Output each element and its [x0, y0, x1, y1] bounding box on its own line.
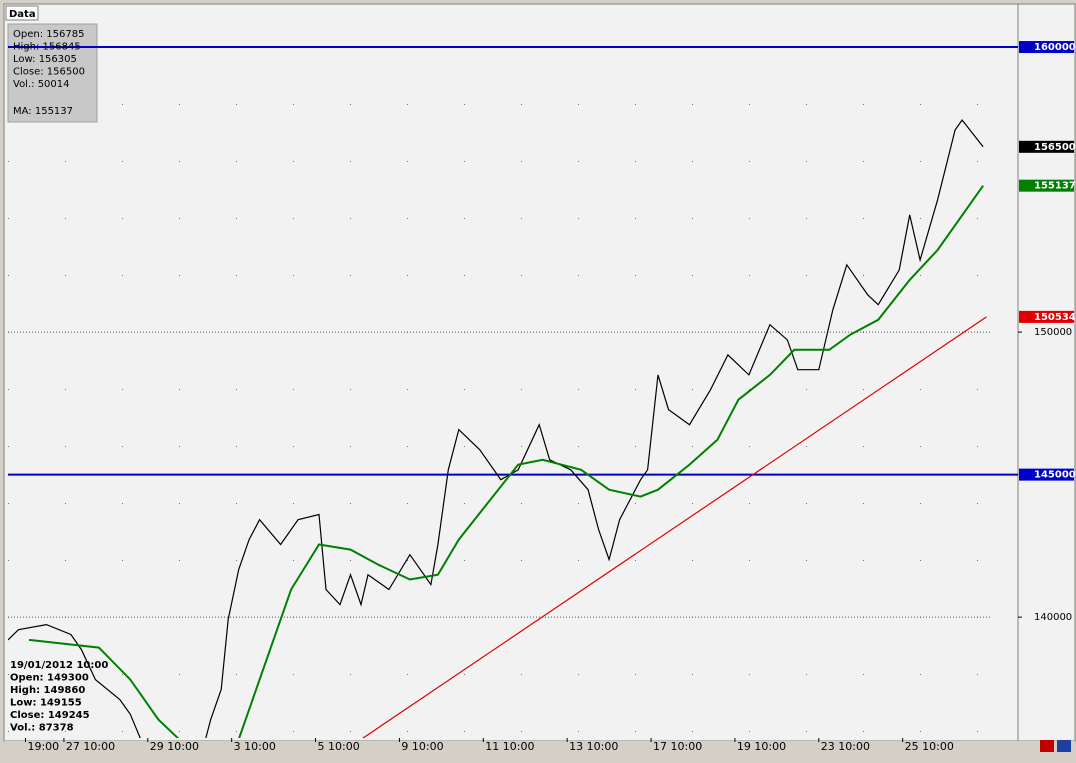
x-tick-label: 19 10:00: [737, 740, 786, 753]
level-label: 145000: [1034, 470, 1076, 481]
x-tick-label: 3 10:00: [234, 740, 276, 753]
info-line: High: 149860: [10, 685, 85, 696]
y-tick-label: 140000: [1034, 612, 1072, 623]
level-label-box: [1019, 468, 1074, 481]
level-label-box: [1019, 41, 1074, 54]
series-line: [28, 185, 984, 738]
x-tick-label: 13 10:00: [569, 740, 618, 753]
last-value-label: 155137: [1034, 181, 1076, 192]
x-tick-label: 25 10:00: [905, 740, 954, 753]
last-value-label-box: [1019, 140, 1074, 153]
x-tick-label: 11 10:00: [485, 740, 534, 753]
toolbar-button[interactable]: [1057, 740, 1071, 752]
info-line: Open: 149300: [10, 673, 89, 684]
series-line: [8, 118, 984, 738]
y-tick-label: 150000: [1034, 327, 1072, 338]
info-box: [7, 23, 98, 123]
x-tick-label: 9 10:00: [401, 740, 443, 753]
x-tick-label: 5 10:00: [318, 740, 360, 753]
info-line: Open: 156785: [13, 29, 84, 40]
data-tab-label: Data: [9, 9, 36, 20]
toolbar-button[interactable]: [1040, 740, 1054, 752]
info-line: Low: 156305: [13, 54, 77, 65]
x-tick-label: 23 10:00: [821, 740, 870, 753]
x-tick-label: 29 10:00: [150, 740, 199, 753]
info-line: Vol.: 50014: [13, 79, 70, 90]
info-line: Close: 149245: [10, 710, 90, 721]
data-tab[interactable]: [5, 5, 39, 21]
x-tick-label: 17 10:00: [653, 740, 702, 753]
info-line: 19/01/2012 10:00: [10, 660, 108, 671]
last-value-label-box: [1019, 179, 1074, 192]
series-line: [362, 316, 987, 738]
level-label: 160000: [1034, 42, 1076, 53]
info-line: MA: 155137: [13, 106, 73, 117]
info-line: Vol.: 87378: [10, 723, 74, 734]
info-line: High: 156845: [13, 42, 81, 53]
last-value-label: 150534: [1034, 312, 1076, 323]
last-value-label: 156500: [1034, 142, 1076, 153]
info-line: Low: 149155: [10, 698, 82, 709]
dot-grid: [8, 8, 1018, 738]
x-tick-label: 19:00: [27, 740, 59, 753]
last-value-label-box: [1019, 310, 1074, 323]
scroll-bar[interactable]: [4, 741, 1075, 759]
info-line: Close: 156500: [13, 67, 85, 78]
x-tick-label: 27 10:00: [66, 740, 115, 753]
